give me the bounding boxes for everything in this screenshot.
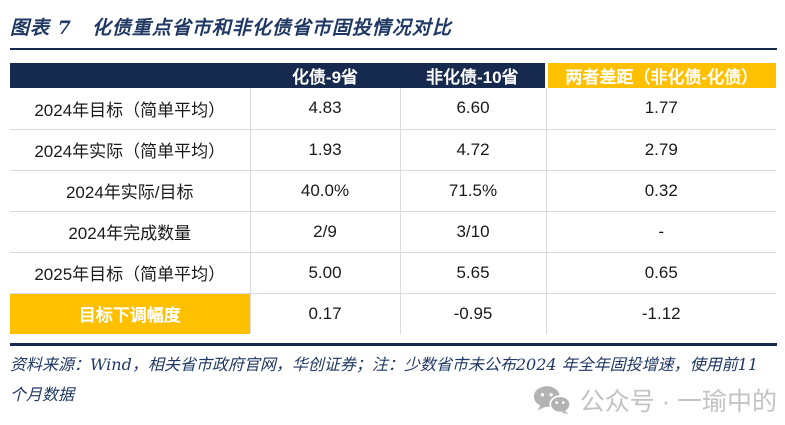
cell-value: 40.0% xyxy=(249,169,400,211)
title-divider-line xyxy=(10,48,777,50)
cell-value: 3/10 xyxy=(399,210,546,252)
table-row: 2024年完成数量 2/9 3/10 - xyxy=(10,210,776,252)
row-label: 2024年实际/目标 xyxy=(10,169,250,211)
cell-value: 0.65 xyxy=(545,251,776,293)
table-row: 2024年目标（简单平均） 4.83 6.60 1.77 xyxy=(10,88,776,129)
row-label: 2025年目标（简单平均） xyxy=(10,251,250,293)
row-label: 2024年实际（简单平均） xyxy=(10,128,250,170)
wechat-icon xyxy=(533,385,571,415)
watermark: 公众号 · 一瑜中的 xyxy=(533,382,777,418)
row-label-highlighted: 目标下调幅度 xyxy=(10,292,250,334)
table-header-row: 化债-9省 非化债-10省 两者差距（非化债-化债） xyxy=(10,63,776,88)
cell-value: 6.60 xyxy=(399,88,546,129)
cell-value: -0.95 xyxy=(399,292,546,334)
table-row: 2024年实际（简单平均） 1.93 4.72 2.79 xyxy=(10,128,776,170)
cell-value: 1.77 xyxy=(545,88,776,129)
cell-value: - xyxy=(545,210,776,252)
column-header-feihuazhai: 非化债-10省 xyxy=(400,63,546,88)
cell-value: 4.83 xyxy=(249,88,400,129)
row-label: 2024年目标（简单平均） xyxy=(10,88,250,129)
cell-value: 4.72 xyxy=(399,128,546,170)
figure-title: 图表 7 化债重点省市和非化债省市固投情况对比 xyxy=(10,17,452,39)
comparison-table: 化债-9省 非化债-10省 两者差距（非化债-化债） 2024年目标（简单平均）… xyxy=(10,63,776,334)
column-header-huazhai: 化债-9省 xyxy=(250,63,400,88)
table-row: 2025年目标（简单平均） 5.00 5.65 0.65 xyxy=(10,251,776,293)
source-note-line-2: 个月数据 xyxy=(10,385,75,404)
table-bottom-line xyxy=(10,343,777,346)
table-row: 2024年实际/目标 40.0% 71.5% 0.32 xyxy=(10,169,776,211)
watermark-text: 公众号 · 一瑜中的 xyxy=(579,388,777,416)
column-header-empty xyxy=(10,63,250,88)
column-header-difference: 两者差距（非化债-化债） xyxy=(544,63,776,88)
cell-value: 1.93 xyxy=(249,128,400,170)
cell-value: 0.32 xyxy=(545,169,776,211)
row-label: 2024年完成数量 xyxy=(10,210,250,252)
cell-value: 2/9 xyxy=(249,210,400,252)
cell-value: 5.00 xyxy=(249,251,400,293)
cell-value: -1.12 xyxy=(545,292,776,334)
source-note: 资料来源：Wind，相关省市政府官网，华创证券；注：少数省市未公布2024 年全… xyxy=(10,350,778,410)
cell-value: 5.65 xyxy=(399,251,546,293)
cell-value: 2.79 xyxy=(545,128,776,170)
table-row-highlighted: 目标下调幅度 0.17 -0.95 -1.12 xyxy=(10,292,776,334)
cell-value: 71.5% xyxy=(399,169,546,211)
source-note-line-1: 资料来源：Wind，相关省市政府官网，华创证券；注：少数省市未公布2024 年全… xyxy=(10,355,758,374)
cell-value: 0.17 xyxy=(249,292,400,334)
